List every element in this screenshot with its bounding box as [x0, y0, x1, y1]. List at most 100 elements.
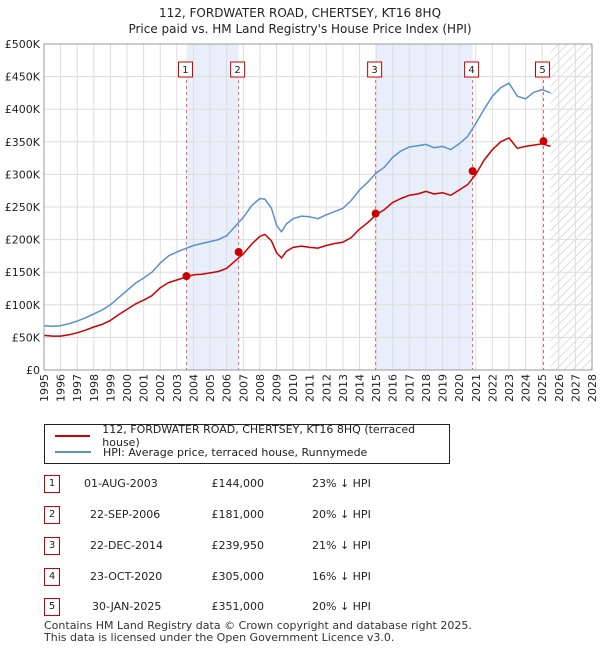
- sale-point: [468, 167, 477, 176]
- y-tick-label: £50K: [12, 331, 41, 344]
- legend-swatch-property: [55, 435, 91, 437]
- x-tick-label: 1996: [55, 374, 68, 402]
- sale-label-box: [367, 61, 383, 78]
- sale-label: 1: [182, 65, 188, 76]
- x-tick-label: 2005: [204, 374, 217, 402]
- x-tick-label: 1998: [88, 374, 101, 402]
- x-tick-label: 2025: [536, 374, 549, 402]
- sale-hpi-diff: 20% ↓ HPI: [312, 508, 371, 521]
- sale-badge: 1: [44, 475, 60, 493]
- sale-price: £181,000: [211, 508, 265, 521]
- x-tick-label: 2020: [453, 374, 466, 402]
- table-row: 5 30-JAN-2025 £351,000 20% ↓ HPI: [44, 598, 464, 616]
- x-tick-label: 2024: [520, 374, 533, 402]
- x-tick-label: 2001: [138, 374, 151, 402]
- sale-price: £305,000: [211, 570, 265, 583]
- sale-badge: 2: [44, 506, 60, 524]
- sale-label-box: [177, 61, 193, 78]
- sale-badge: 4: [44, 568, 60, 586]
- x-tick-label: 2015: [370, 374, 383, 402]
- x-tick-label: 2026: [553, 374, 566, 402]
- plot-frame: [43, 43, 593, 371]
- x-tick-label: 1997: [71, 374, 84, 402]
- sale-price: £351,000: [211, 600, 265, 613]
- sale-price: £144,000: [211, 477, 265, 490]
- table-row: 3 22-DEC-2014 £239,950 21% ↓ HPI: [44, 537, 464, 555]
- sale-label-box: [535, 61, 551, 78]
- x-tick-label: 2007: [237, 374, 250, 402]
- y-tick-label: £350K: [5, 136, 41, 149]
- x-tick-label: 1995: [38, 374, 51, 402]
- table-row: 1 01-AUG-2003 £144,000 23% ↓ HPI: [44, 475, 464, 493]
- sale-date: 23-OCT-2020: [90, 570, 163, 583]
- footer: Contains HM Land Registry data © Crown c…: [44, 620, 472, 644]
- y-tick-label: £100K: [5, 299, 41, 312]
- sale-label-box: [464, 61, 480, 78]
- sale-hpi-diff: 16% ↓ HPI: [312, 570, 371, 583]
- x-tick-label: 2027: [569, 374, 582, 402]
- sale-date: 22-DEC-2014: [90, 539, 164, 552]
- y-tick-label: £150K: [5, 266, 41, 279]
- table-row: 4 23-OCT-2020 £305,000 16% ↓ HPI: [44, 568, 464, 586]
- x-tick-label: 2028: [586, 374, 599, 402]
- sale-hpi-diff: 20% ↓ HPI: [312, 600, 371, 613]
- table-row: 2 22-SEP-2006 £181,000 20% ↓ HPI: [44, 506, 464, 524]
- legend-label-property: 112, FORDWATER ROAD, CHERTSEY, KT16 8HQ …: [102, 423, 416, 449]
- sale-label: 4: [468, 65, 474, 76]
- sale-date: 01-AUG-2003: [84, 477, 158, 490]
- sale-label: 2: [234, 65, 240, 76]
- chart-subtitle: Price paid vs. HM Land Registry's House …: [128, 22, 472, 36]
- x-tick-label: 2023: [503, 374, 516, 402]
- x-tick-label: 2008: [254, 374, 267, 402]
- x-tick-label: 2002: [154, 374, 167, 402]
- y-tick-label: £450K: [5, 71, 41, 84]
- x-tick-label: 1999: [104, 374, 117, 402]
- y-tick-label: £250K: [5, 201, 41, 214]
- x-tick-label: 2000: [121, 374, 134, 402]
- x-tick-label: 2014: [354, 374, 367, 402]
- sale-date: 30-JAN-2025: [92, 600, 162, 613]
- footer-copyright: Contains HM Land Registry data © Crown c…: [44, 619, 472, 632]
- x-tick-label: 2022: [486, 374, 499, 402]
- y-tick-label: £200K: [5, 234, 41, 247]
- sale-label: 3: [371, 65, 377, 76]
- x-tick-label: 2011: [304, 374, 317, 402]
- y-tick-label: £300K: [5, 168, 41, 181]
- sale-date: 22-SEP-2006: [90, 508, 161, 521]
- legend: 112, FORDWATER ROAD, CHERTSEY, KT16 8HQ …: [44, 423, 450, 464]
- x-tick-label: 2018: [420, 374, 433, 402]
- legend-swatch-hpi: [55, 451, 91, 453]
- x-tick-label: 2006: [221, 374, 234, 402]
- x-tick-label: 2012: [320, 374, 333, 402]
- sale-label-box: [230, 61, 246, 78]
- y-tick-label: £400K: [5, 103, 41, 116]
- x-tick-label: 2019: [437, 374, 450, 402]
- sale-point: [182, 272, 191, 281]
- x-tick-label: 2017: [403, 374, 416, 402]
- sale-point: [234, 247, 243, 256]
- x-tick-label: 2004: [187, 374, 200, 402]
- sale-point: [539, 137, 548, 146]
- y-tick-label: £500K: [5, 38, 41, 51]
- sale-price: £239,950: [211, 539, 265, 552]
- x-tick-label: 2009: [270, 374, 283, 402]
- sale-badge: 5: [44, 598, 60, 616]
- x-tick-label: 2003: [171, 374, 184, 402]
- price-chart: 1 2 3 4 5 £0 £50K £100K £150K £200K £250K £300K £350…: [5, 38, 599, 402]
- sale-hpi-diff: 21% ↓ HPI: [312, 539, 371, 552]
- y-tick-label: £0: [26, 364, 40, 377]
- legend-item-hpi: HPI: Average price, terraced house, Runn…: [55, 445, 367, 459]
- sale-label: 5: [539, 65, 545, 76]
- x-tick-label: 2021: [470, 374, 483, 402]
- legend-item-property: 112, FORDWATER ROAD, CHERTSEY, KT16 8HQ …: [55, 423, 449, 449]
- sale-hpi-diff: 23% ↓ HPI: [312, 477, 371, 490]
- sale-point: [371, 209, 380, 218]
- chart-title: 112, FORDWATER ROAD, CHERTSEY, KT16 8HQ: [158, 6, 442, 20]
- hpi-line: [43, 82, 551, 328]
- legend-label-hpi: HPI: Average price, terraced house, Runn…: [103, 445, 368, 459]
- x-tick-label: 2013: [337, 374, 350, 402]
- sale-badge: 3: [44, 537, 60, 555]
- x-tick-label: 2010: [287, 374, 300, 402]
- footer-license: This data is licensed under the Open Gov…: [44, 631, 395, 644]
- x-tick-label: 2016: [387, 374, 400, 402]
